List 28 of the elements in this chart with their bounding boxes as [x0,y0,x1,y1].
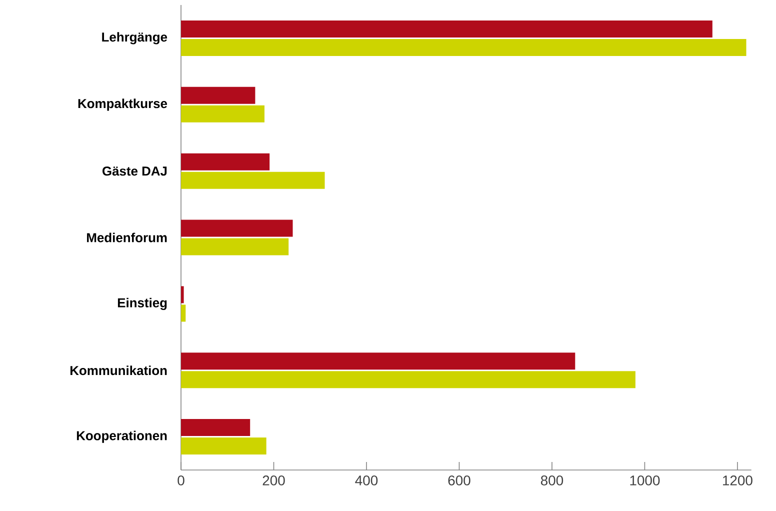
y-tick-label: Kommunikation [70,366,167,376]
y-tick-label: Kompaktkurse [78,98,168,111]
bar [181,419,250,436]
bar [181,352,576,370]
y-tick-label: Einstieg [118,298,167,310]
bar [181,238,289,256]
bar [181,38,746,56]
bar [181,20,712,38]
bar [181,105,264,122]
x-tick-label: 400 [355,476,378,486]
x-tick-label: 200 [262,476,285,486]
bar [181,220,293,237]
x-tick-label: 1000 [630,476,660,486]
x-tick-label: 800 [540,476,564,486]
x-tick-label: 0 [178,476,184,486]
x-tick-label: 600 [448,476,470,486]
bar [181,172,325,189]
y-tick-label: Lehrgänge [102,32,168,44]
bar [181,304,186,322]
y-tick-label: Medienforum [87,232,167,242]
bar [181,86,256,104]
x-tick-label: 1200 [722,476,752,486]
y-tick-label: Kooperationen [76,430,167,443]
y-tick-label: Gäste DAJ [102,166,167,176]
bar [181,286,184,304]
bar [181,438,266,455]
bar [181,371,636,388]
bar [181,153,270,170]
